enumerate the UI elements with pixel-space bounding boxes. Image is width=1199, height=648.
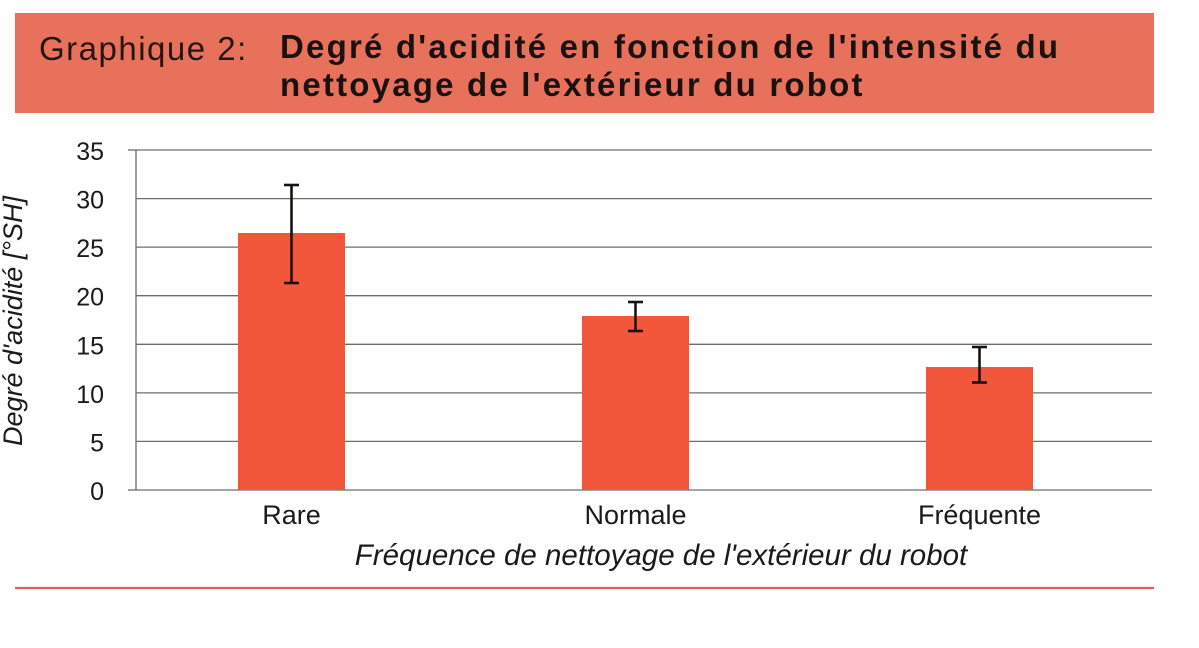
svg-text:10: 10 bbox=[76, 381, 104, 409]
svg-text:Normale: Normale bbox=[584, 500, 686, 530]
svg-text:Fréquence de nettoyage de l'ex: Fréquence de nettoyage de l'extérieur du… bbox=[355, 539, 969, 572]
svg-text:0: 0 bbox=[90, 478, 104, 506]
svg-text:25: 25 bbox=[76, 235, 104, 263]
svg-text:5: 5 bbox=[90, 429, 104, 457]
svg-text:Degré d'acidité [°SH]: Degré d'acidité [°SH] bbox=[0, 194, 28, 446]
svg-text:Rare: Rare bbox=[262, 500, 321, 530]
svg-text:20: 20 bbox=[76, 284, 104, 312]
svg-text:15: 15 bbox=[76, 332, 104, 360]
svg-text:Fréquente: Fréquente bbox=[918, 500, 1041, 530]
svg-text:35: 35 bbox=[76, 138, 104, 166]
svg-text:30: 30 bbox=[76, 187, 104, 215]
